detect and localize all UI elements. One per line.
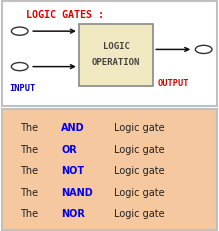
FancyBboxPatch shape (79, 24, 153, 86)
Circle shape (11, 63, 28, 71)
Text: The: The (20, 188, 38, 198)
Text: LOGIC GATES :: LOGIC GATES : (26, 10, 104, 20)
Text: OUTPUT: OUTPUT (158, 79, 189, 88)
Text: INPUT: INPUT (9, 85, 35, 94)
Text: LOGIC: LOGIC (103, 42, 129, 51)
FancyBboxPatch shape (2, 109, 217, 230)
FancyBboxPatch shape (2, 1, 217, 106)
Text: Logic gate: Logic gate (114, 123, 164, 133)
Circle shape (11, 27, 28, 35)
Text: Logic gate: Logic gate (114, 166, 164, 176)
Circle shape (195, 45, 212, 54)
Text: The: The (20, 166, 38, 176)
Text: The: The (20, 209, 38, 219)
Text: OPERATION: OPERATION (92, 58, 140, 67)
Text: Logic gate: Logic gate (114, 188, 164, 198)
Text: Logic gate: Logic gate (114, 145, 164, 155)
Text: NOR: NOR (61, 209, 85, 219)
Text: The: The (20, 123, 38, 133)
Text: NOT: NOT (61, 166, 85, 176)
Text: NAND: NAND (61, 188, 93, 198)
Text: OR: OR (61, 145, 77, 155)
Text: The: The (20, 145, 38, 155)
Text: Logic gate: Logic gate (114, 209, 164, 219)
Text: AND: AND (61, 123, 85, 133)
